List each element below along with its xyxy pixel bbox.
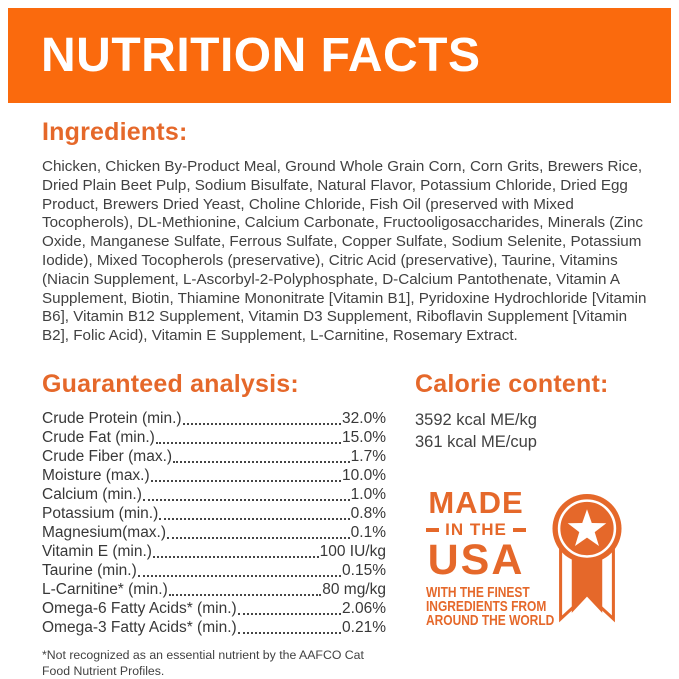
analysis-label: Taurine (min.) (42, 562, 137, 579)
analysis-row: Omega-3 Fatty Acids* (min.) 0.21% (42, 618, 386, 637)
ribbon-star-badge-icon (552, 494, 622, 623)
analysis-value: 10.0% (342, 467, 386, 484)
analysis-row: Calcium (min.) 1.0% (42, 485, 386, 504)
usa-subtext-line2: INGREDIENTS FROM (425, 598, 547, 615)
dash-decoration (512, 527, 526, 532)
calorie-content-heading: Calorie content: (415, 370, 609, 398)
analysis-label: Moisture (max.) (42, 467, 150, 484)
dot-leader (155, 442, 342, 444)
analysis-label: Magnesium(max.) (42, 524, 167, 541)
analysis-row: Vitamin E (min.) 100 IU/kg (42, 542, 386, 561)
analysis-value: 2.06% (342, 600, 386, 617)
dot-leader (237, 632, 342, 634)
aafco-footnote: *Not recognized as an essential nutrient… (42, 648, 364, 678)
analysis-value: 32.0% (342, 410, 386, 427)
dot-leader (182, 423, 342, 425)
analysis-label: Vitamin E (min.) (42, 543, 152, 560)
in-the-label: IN THE (415, 521, 537, 538)
usa-subtext: WITH THE FINEST INGREDIENTS FROM AROUND … (425, 584, 555, 630)
guaranteed-analysis-heading: Guaranteed analysis: (42, 370, 299, 398)
analysis-row: Moisture (max.) 10.0% (42, 466, 386, 485)
dot-leader (137, 575, 342, 577)
analysis-value: 100 IU/kg (319, 543, 386, 560)
made-in-usa-text: MADE IN THE USA WITH THE FINEST INGREDIE… (415, 485, 555, 630)
analysis-value: 1.0% (350, 486, 386, 503)
page-title: NUTRITION FACTS (41, 29, 481, 82)
analysis-label: L-Carnitine* (min.) (42, 581, 168, 598)
usa-subtext-line1: WITH THE FINEST (425, 584, 530, 601)
analysis-label: Calcium (min.) (42, 486, 142, 503)
analysis-value: 0.8% (350, 505, 386, 522)
analysis-value: 80 mg/kg (322, 581, 386, 598)
dash-decoration (426, 527, 440, 532)
dot-leader (173, 461, 350, 463)
analysis-row: Taurine (min.) 0.15% (42, 561, 386, 580)
star-icon (567, 509, 607, 547)
dot-leader (152, 556, 319, 558)
analysis-label: Crude Fiber (max.) (42, 448, 173, 465)
analysis-row: Crude Fat (min.) 15.0% (42, 428, 386, 447)
analysis-row: L-Carnitine* (min.) 80 mg/kg (42, 580, 386, 599)
medallion-ring (557, 499, 617, 558)
analysis-label: Omega-3 Fatty Acids* (min.) (42, 619, 237, 636)
calorie-content-section: Calorie content: 3592 kcal ME/kg 361 kca… (415, 370, 667, 629)
analysis-label: Potassium (min.) (42, 505, 159, 522)
ingredients-heading: Ingredients: (42, 118, 188, 146)
analysis-value: 0.1% (350, 524, 386, 541)
dot-leader (159, 518, 350, 520)
analysis-row: Magnesium(max.) 0.1% (42, 523, 386, 542)
header-band: NUTRITION FACTS (8, 8, 671, 103)
analysis-row: Potassium (min.) 0.8% (42, 504, 386, 523)
made-label: MADE (428, 485, 524, 520)
dot-leader (142, 499, 350, 501)
calorie-lines: 3592 kcal ME/kg 361 kcal ME/cup (415, 409, 667, 453)
dot-leader (168, 594, 322, 596)
guaranteed-analysis-section: Guaranteed analysis: Crude Protein (min.… (42, 370, 386, 679)
analysis-row: Crude Fiber (max.) 1.7% (42, 447, 386, 466)
usa-label: USA (427, 536, 525, 584)
analysis-label: Crude Protein (min.) (42, 410, 182, 427)
ingredients-text: Chicken, Chicken By-Product Meal, Ground… (42, 158, 647, 345)
analysis-label: Crude Fat (min.) (42, 429, 155, 446)
analysis-row: Crude Protein (min.) 32.0% (42, 409, 386, 428)
usa-subtext-line3: AROUND THE WORLD (425, 613, 555, 630)
analysis-value: 0.15% (342, 562, 386, 579)
calorie-line-cup: 361 kcal ME/cup (415, 433, 537, 451)
analysis-row: Omega-6 Fatty Acids* (min.) 2.06% (42, 599, 386, 618)
analysis-value: 15.0% (342, 429, 386, 446)
dot-leader (237, 613, 342, 615)
dot-leader (167, 537, 350, 539)
made-in-usa-badge: MADE IN THE USA WITH THE FINEST INGREDIE… (415, 487, 667, 629)
analysis-value: 1.7% (350, 448, 386, 465)
ingredients-section: Ingredients: Chicken, Chicken By-Product… (42, 118, 648, 346)
dot-leader (150, 480, 342, 482)
analysis-value: 0.21% (342, 619, 386, 636)
ribbon-banner (571, 545, 603, 613)
analysis-label: Omega-6 Fatty Acids* (min.) (42, 600, 237, 617)
calorie-line-kg: 3592 kcal ME/kg (415, 411, 537, 429)
guaranteed-analysis-table: Crude Protein (min.) 32.0% Crude Fat (min… (42, 409, 386, 637)
